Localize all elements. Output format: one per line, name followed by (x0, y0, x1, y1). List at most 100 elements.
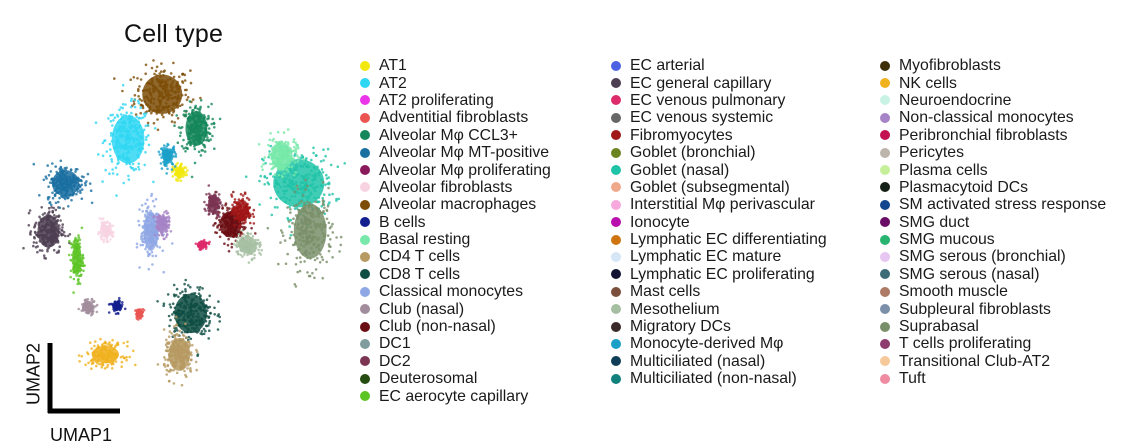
umap-point (294, 285, 298, 288)
umap-point (144, 88, 148, 92)
umap-point (308, 203, 312, 207)
umap-point (195, 111, 199, 114)
umap-point (320, 240, 324, 244)
umap-point (218, 218, 221, 222)
legend-item: Mast cells (611, 283, 827, 300)
umap-point (155, 74, 158, 77)
umap-point (183, 109, 186, 113)
umap-point (293, 207, 297, 210)
legend-item: Transitional Club-AT2 (880, 353, 1106, 370)
umap-point (157, 97, 160, 101)
umap-point (207, 114, 210, 118)
umap-point (257, 143, 261, 146)
umap-point (277, 262, 280, 266)
umap-point (269, 162, 272, 166)
umap-point (158, 81, 161, 84)
umap-point (310, 169, 313, 173)
umap-point (312, 231, 316, 234)
legend-label: Myofibroblasts (899, 57, 1001, 75)
umap-point (22, 246, 25, 250)
umap-point (279, 161, 283, 164)
umap-point (69, 258, 72, 262)
umap-point (72, 180, 75, 184)
umap-point (289, 234, 293, 237)
umap-point (121, 83, 125, 87)
umap-point (48, 181, 52, 184)
umap-point (223, 219, 226, 223)
umap-point (97, 153, 100, 156)
umap-point (46, 250, 49, 253)
umap-point (48, 244, 52, 247)
umap-point (141, 143, 144, 146)
umap-point (322, 148, 325, 151)
legend-item: Fibromyocytes (611, 127, 827, 144)
legend-label: Classical monocytes (379, 283, 523, 301)
umap-point (151, 109, 154, 113)
umap-point (75, 274, 78, 277)
umap-point (141, 116, 145, 119)
umap-point (47, 215, 51, 219)
umap-point (57, 230, 61, 234)
umap-point (207, 127, 211, 130)
umap-point (171, 107, 174, 111)
umap-point (122, 152, 125, 156)
umap-point (43, 212, 47, 215)
umap-point (311, 179, 314, 182)
umap-point (152, 97, 156, 101)
umap-point (278, 168, 282, 171)
umap-point (196, 118, 200, 121)
umap-point (313, 189, 317, 193)
umap-point (198, 115, 201, 119)
umap-point (181, 103, 184, 106)
umap-point (319, 211, 322, 214)
legend-item: Interstitial Mφ perivascular (611, 196, 827, 213)
umap-point (79, 191, 82, 194)
umap-point (136, 99, 140, 103)
umap-point (116, 173, 119, 176)
umap-point (287, 167, 291, 171)
umap-point (136, 143, 140, 147)
umap-point (312, 250, 316, 254)
umap-point (268, 152, 271, 156)
umap-point (293, 195, 297, 198)
umap-point (271, 156, 275, 160)
umap-point (101, 141, 105, 145)
umap-point (47, 211, 50, 215)
umap-point (52, 206, 55, 210)
umap-point (288, 205, 291, 209)
umap-point (133, 94, 137, 97)
umap-point (286, 174, 290, 178)
umap-point (137, 95, 140, 98)
umap-point (303, 162, 307, 166)
umap-point (308, 201, 312, 205)
umap-point (143, 100, 147, 103)
umap-point (162, 107, 166, 111)
umap-point (126, 130, 130, 134)
umap-point (259, 174, 263, 178)
umap-point (311, 174, 315, 178)
umap-point (292, 149, 296, 152)
legend-item: Alveolar Mφ MT-positive (360, 144, 551, 161)
umap-point (275, 182, 278, 186)
umap-point (109, 113, 112, 117)
umap-point (295, 256, 299, 260)
legend-label: NK cells (899, 74, 957, 92)
umap-point (72, 265, 75, 269)
umap-point (38, 215, 41, 219)
legend-item: Alveolar Mφ CCL3+ (360, 127, 551, 144)
umap-point (301, 225, 305, 229)
umap-point (319, 253, 322, 256)
umap-point (279, 196, 283, 200)
umap-point (320, 228, 324, 232)
umap-point (198, 130, 201, 133)
umap-point (275, 197, 278, 201)
umap-point (131, 145, 134, 148)
umap-point (177, 90, 180, 93)
umap-point (276, 141, 279, 144)
umap-point (140, 99, 144, 102)
umap-point (152, 84, 156, 88)
umap-point (307, 165, 311, 169)
umap-cluster (229, 191, 256, 236)
umap-point (46, 228, 50, 232)
umap-point (124, 114, 128, 117)
